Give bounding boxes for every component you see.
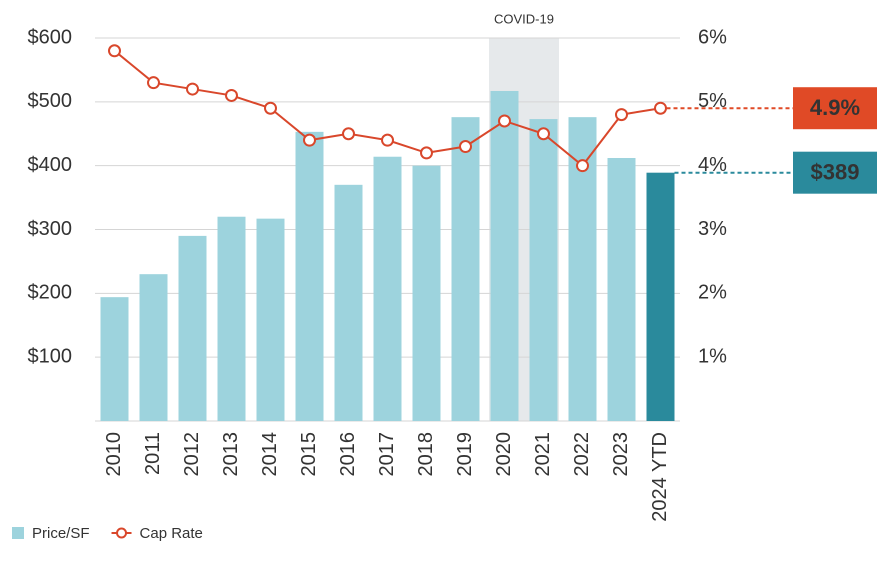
x-tick-label: 2018 [415,432,437,477]
bar [295,131,324,421]
value-label: $389 [811,160,860,185]
x-tick-label: 2024 YTD [649,432,671,522]
bar [490,90,519,422]
x-tick-label: 2019 [454,432,476,477]
point [303,133,316,147]
x-tick-label: 2012 [181,432,203,477]
x-tick-label: 2023 [610,432,632,477]
point [537,127,550,141]
callout-box [793,87,877,130]
x-tick-label: 2017 [376,432,398,477]
bar [139,274,168,421]
y-tick-label: $500 [28,90,73,112]
point [498,114,511,128]
point [459,140,472,154]
point [420,146,433,160]
y-tick-label: $600 [28,26,73,48]
value-label: 4.9% [810,95,860,120]
bar [100,297,129,421]
x-tick-label: 2022 [571,432,593,477]
point [108,44,121,58]
bar [373,156,402,422]
bar [646,172,675,421]
bar [178,235,207,421]
point [264,101,277,115]
y2-tick-label: 5% [698,90,727,112]
annotation-label: COVID-19 [494,11,554,26]
legend-label: Price/SF [32,525,90,542]
callout-box [793,151,877,194]
bar [256,218,285,421]
x-tick-label: 2016 [337,432,359,477]
y2-tick-label: 6% [698,26,727,48]
x-tick-label: 2021 [532,432,554,477]
point [381,133,394,147]
point [576,159,589,173]
point [147,76,160,90]
x-tick-label: 2011 [142,432,164,475]
y2-tick-label: 3% [698,218,727,240]
x-tick-label: 2014 [259,432,281,477]
bar [607,158,636,422]
bar [334,184,363,421]
bar [412,165,441,421]
point [654,101,667,115]
legend-label: Cap Rate [140,525,203,542]
y-tick-label: $100 [28,345,73,367]
bar [451,117,480,422]
y2-tick-label: 4% [698,154,727,176]
point [186,82,199,96]
y-tick-label: $400 [28,154,73,176]
legend-swatch [116,527,128,539]
bar [217,216,246,421]
y-tick-label: $200 [28,282,73,304]
x-tick-label: 2013 [220,432,242,477]
y-tick-label: $300 [28,218,73,240]
point [342,127,355,141]
y2-tick-label: 2% [698,282,727,304]
x-tick-label: 2015 [298,432,320,477]
y2-tick-label: 1% [698,345,727,367]
point [615,108,628,122]
point [225,88,238,102]
x-tick-label: 2010 [103,432,125,477]
bar [529,119,558,422]
legend-swatch [12,527,24,539]
x-tick-label: 2020 [493,432,515,477]
